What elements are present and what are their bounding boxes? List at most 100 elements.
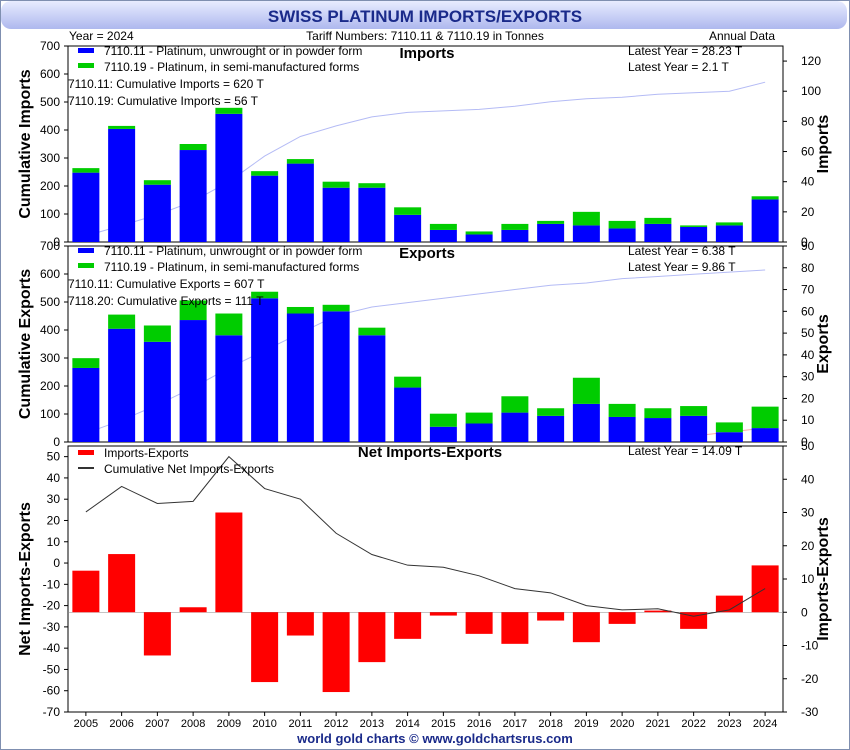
bar-semi-manufactured — [322, 181, 350, 188]
bar-unwrought — [215, 335, 243, 442]
bar-semi-manufactured — [215, 313, 243, 336]
right-axis-tick-label: 50 — [801, 326, 815, 340]
bar-unwrought — [322, 311, 350, 442]
x-axis-tick-label: 2009 — [217, 718, 241, 730]
latest-year-semi: Latest Year = 9.86 T — [628, 260, 736, 274]
chart-panels: 0100200300400500600700020406080100120Cum… — [17, 39, 832, 730]
right-axis-title: Imports — [815, 115, 832, 174]
bar-semi-manufactured — [751, 406, 779, 429]
bar-semi-manufactured — [394, 207, 422, 215]
bar-semi-manufactured — [394, 376, 422, 388]
title-bar — [1, 1, 847, 29]
bar-net — [715, 595, 743, 613]
right-axis-tick-label: 60 — [801, 145, 815, 159]
right-axis-tick-label: 80 — [801, 261, 815, 275]
bar-unwrought — [251, 175, 279, 242]
latest-year-unwrought: Latest Year = 28.23 T — [628, 44, 743, 58]
chart-title: SWISS PLATINUM IMPORTS/EXPORTS — [268, 7, 582, 26]
bar-unwrought — [680, 415, 708, 442]
bar-semi-manufactured — [179, 144, 207, 151]
left-axis-tick-label: 300 — [40, 351, 60, 365]
legend-label-net: Imports-Exports — [104, 446, 189, 460]
right-axis-tick-label: 20 — [801, 539, 815, 553]
bar-semi-manufactured — [465, 412, 493, 424]
right-axis-tick-label: 120 — [801, 54, 821, 68]
left-axis-tick-label: 700 — [40, 39, 60, 53]
bar-unwrought — [394, 214, 422, 242]
bar-semi-manufactured — [143, 180, 171, 185]
bar-semi-manufactured — [572, 377, 600, 404]
bar-semi-manufactured — [143, 325, 171, 342]
bar-semi-manufactured — [644, 408, 672, 419]
bar-unwrought — [215, 113, 243, 242]
left-axis-tick-label: -30 — [43, 620, 61, 634]
right-axis-tick-label: 90 — [801, 239, 815, 253]
x-axis-tick-label: 2019 — [574, 718, 598, 730]
left-axis-tick-label: -70 — [43, 705, 61, 719]
left-axis-title: Net Imports-Exports — [17, 502, 34, 656]
right-axis-tick-label: 10 — [801, 413, 815, 427]
x-axis-tick-label: 2022 — [681, 718, 705, 730]
bar-unwrought — [751, 199, 779, 242]
bar-unwrought — [322, 187, 350, 242]
right-axis-tick-label: 0 — [801, 435, 808, 449]
right-axis-tick-label: 0 — [801, 605, 808, 619]
left-axis-tick-label: 100 — [40, 207, 60, 221]
bar-net — [644, 610, 672, 613]
bar-semi-manufactured — [537, 220, 565, 224]
bar-net — [501, 612, 529, 644]
panel-title: Net Imports-Exports — [358, 444, 502, 461]
bar-net — [608, 612, 636, 624]
right-axis-tick-label: 70 — [801, 283, 815, 297]
left-axis-tick-label: -50 — [43, 662, 61, 676]
x-axis-tick-label: 2006 — [109, 718, 133, 730]
bar-unwrought — [537, 415, 565, 442]
bar-semi-manufactured — [108, 125, 136, 129]
cumulative-net-line — [85, 455, 766, 617]
left-axis-tick-label: -60 — [43, 684, 61, 698]
bar-semi-manufactured — [715, 422, 743, 433]
panel-title: Exports — [399, 245, 455, 262]
left-axis-tick-label: 500 — [40, 295, 60, 309]
right-axis-tick-label: 80 — [801, 114, 815, 128]
x-axis-tick-label: 2018 — [538, 718, 562, 730]
plot-area — [67, 445, 784, 713]
left-axis-tick-label: 40 — [47, 471, 61, 485]
bar-net — [394, 612, 422, 639]
bar-unwrought — [286, 163, 314, 242]
latest-year-semi: Latest Year = 2.1 T — [628, 60, 730, 74]
latest-year-net: Latest Year = 14.09 T — [628, 444, 743, 458]
bar-unwrought — [537, 223, 565, 242]
bar-unwrought — [572, 225, 600, 242]
latest-year-unwrought: Latest Year = 6.38 T — [628, 244, 736, 258]
x-axis-tick-label: 2015 — [431, 718, 455, 730]
right-axis-tick-label: 0 — [801, 235, 808, 249]
legend-swatch-semi — [78, 263, 94, 268]
legend-swatch-unwrought — [78, 248, 94, 253]
bar-unwrought — [108, 128, 136, 242]
header-frequency: Annual Data — [709, 29, 775, 43]
right-axis-tick-label: 100 — [801, 84, 821, 98]
bar-net — [72, 570, 100, 613]
left-axis-tick-label: 500 — [40, 95, 60, 109]
left-axis-tick-label: -10 — [43, 577, 61, 591]
left-axis-tick-label: 0 — [53, 435, 60, 449]
bar-net — [358, 612, 386, 663]
right-axis-tick-label: 20 — [801, 205, 815, 219]
left-axis-tick-label: 10 — [47, 535, 61, 549]
bar-unwrought — [72, 367, 100, 442]
left-axis-tick-label: 200 — [40, 179, 60, 193]
bar-unwrought — [429, 426, 457, 442]
left-axis-tick-label: 0 — [53, 556, 60, 570]
bar-semi-manufactured — [644, 217, 672, 224]
bar-unwrought — [465, 423, 493, 442]
left-axis-tick-label: 300 — [40, 151, 60, 165]
bar-unwrought — [608, 228, 636, 242]
footer-credit: world gold charts © www.goldchartsrus.co… — [296, 731, 573, 746]
legend-swatch-semi — [78, 63, 94, 68]
x-axis-tick-label: 2005 — [74, 718, 98, 730]
x-axis-tick-label: 2013 — [360, 718, 384, 730]
left-axis-tick-label: 600 — [40, 67, 60, 81]
bar-unwrought — [358, 335, 386, 442]
